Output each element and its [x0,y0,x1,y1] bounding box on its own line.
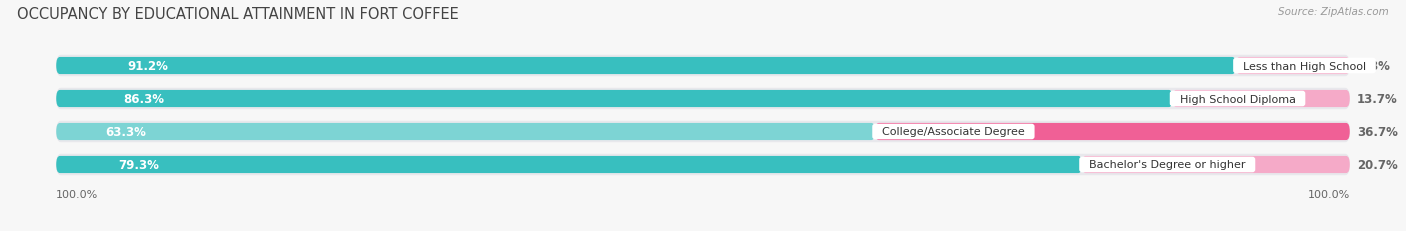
Text: 8.8%: 8.8% [1357,60,1389,73]
FancyBboxPatch shape [56,55,1350,77]
Text: Source: ZipAtlas.com: Source: ZipAtlas.com [1278,7,1389,17]
FancyBboxPatch shape [56,88,1350,110]
FancyBboxPatch shape [875,123,1350,140]
Text: 86.3%: 86.3% [124,93,165,106]
Text: Less than High School: Less than High School [1236,61,1374,71]
Text: 79.3%: 79.3% [118,158,159,171]
FancyBboxPatch shape [1236,58,1350,75]
Text: OCCUPANCY BY EDUCATIONAL ATTAINMENT IN FORT COFFEE: OCCUPANCY BY EDUCATIONAL ATTAINMENT IN F… [17,7,458,22]
Text: 20.7%: 20.7% [1357,158,1398,171]
FancyBboxPatch shape [56,156,1083,173]
Text: 100.0%: 100.0% [1308,189,1350,199]
FancyBboxPatch shape [56,121,1350,143]
FancyBboxPatch shape [56,123,875,140]
Text: 100.0%: 100.0% [56,189,98,199]
Text: 36.7%: 36.7% [1357,125,1398,138]
FancyBboxPatch shape [56,91,1173,108]
FancyBboxPatch shape [56,58,1236,75]
Text: High School Diploma: High School Diploma [1173,94,1302,104]
Text: 63.3%: 63.3% [105,125,146,138]
Text: 13.7%: 13.7% [1357,93,1398,106]
Text: 91.2%: 91.2% [127,60,167,73]
FancyBboxPatch shape [1173,91,1350,108]
Text: College/Associate Degree: College/Associate Degree [875,127,1032,137]
Text: Bachelor's Degree or higher: Bachelor's Degree or higher [1083,160,1253,170]
FancyBboxPatch shape [1083,156,1350,173]
FancyBboxPatch shape [56,154,1350,176]
